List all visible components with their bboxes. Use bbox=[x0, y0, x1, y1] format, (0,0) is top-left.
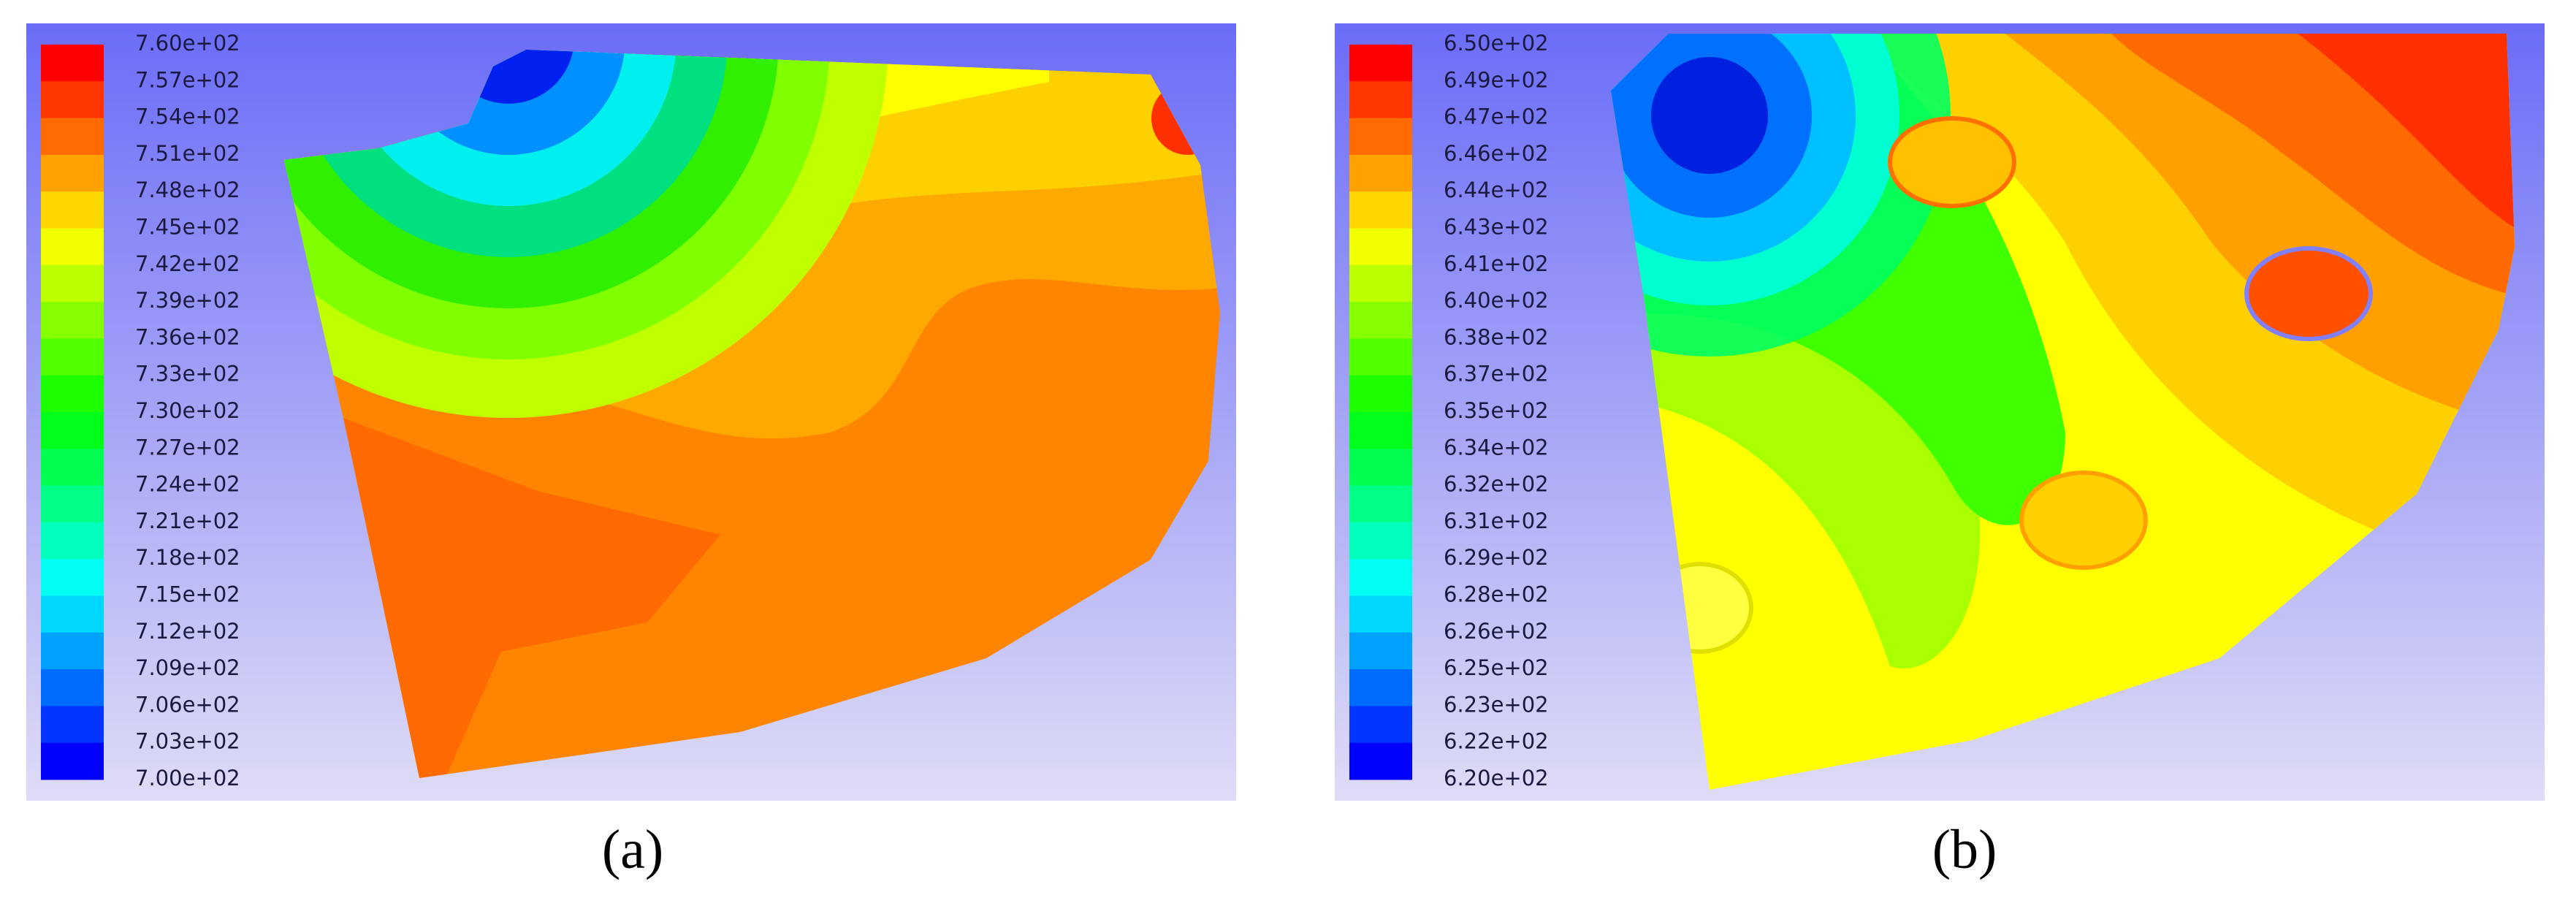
colorbar-label: 6.47e+02 bbox=[1444, 104, 1549, 129]
caption: (b) bbox=[1932, 819, 1997, 880]
colorbar-swatch bbox=[41, 154, 104, 192]
colorbar-label: 7.33e+02 bbox=[135, 362, 240, 386]
colorbar-label: 6.22e+02 bbox=[1444, 729, 1549, 754]
colorbar-swatch bbox=[41, 559, 104, 596]
colorbar-label: 7.42e+02 bbox=[135, 251, 240, 276]
colorbar-swatch bbox=[41, 375, 104, 413]
contour-plot: 7.60e+02 7.57e+02 7.54e+02 7.51e+02 7.48e+02… bbox=[26, 23, 1236, 801]
colorbar-swatch bbox=[41, 522, 104, 560]
colorbar-label: 6.46e+02 bbox=[1444, 141, 1549, 166]
colorbar-label: 7.36e+02 bbox=[135, 324, 240, 349]
colorbar-swatch bbox=[1349, 706, 1412, 744]
colorbar-swatch bbox=[1349, 154, 1412, 192]
colorbar-swatch bbox=[41, 118, 104, 156]
colorbar-label: 7.18e+02 bbox=[135, 545, 240, 570]
colorbar-swatch bbox=[1349, 412, 1412, 449]
colorbar-label: 7.60e+02 bbox=[135, 31, 240, 56]
colorbar-swatch bbox=[1349, 191, 1412, 229]
colorbar-label: 6.38e+02 bbox=[1444, 324, 1549, 349]
colorbar-label: 7.24e+02 bbox=[135, 472, 240, 497]
caption: (a) bbox=[601, 819, 664, 880]
colorbar-swatch bbox=[41, 485, 104, 523]
colorbar-label: 6.31e+02 bbox=[1444, 508, 1549, 533]
colorbar-swatch bbox=[41, 264, 104, 302]
colorbar-label: 6.20e+02 bbox=[1444, 766, 1549, 790]
colorbar-swatch bbox=[41, 595, 104, 633]
colorbar-swatch bbox=[41, 412, 104, 449]
colorbar-swatch bbox=[1349, 338, 1412, 376]
colorbar-label: 6.32e+02 bbox=[1444, 472, 1549, 497]
colorbar-label: 6.49e+02 bbox=[1444, 67, 1549, 92]
colorbar-swatch bbox=[1349, 559, 1412, 596]
colorbar-swatch bbox=[41, 632, 104, 670]
colorbar-swatch bbox=[41, 669, 104, 706]
colorbar-swatch bbox=[1349, 485, 1412, 523]
colorbar: 7.60e+02 7.57e+02 7.54e+02 7.51e+02 7.48e+02… bbox=[41, 31, 240, 790]
colorbar-label: 7.00e+02 bbox=[135, 766, 240, 790]
colorbar-label: 7.57e+02 bbox=[135, 67, 240, 92]
colorbar-swatch bbox=[1349, 302, 1412, 339]
colorbar-label: 6.43e+02 bbox=[1444, 215, 1549, 240]
colorbar-swatch bbox=[1349, 742, 1412, 780]
colorbar-swatch bbox=[41, 228, 104, 266]
colorbar-swatch bbox=[1349, 632, 1412, 670]
colorbar-swatch bbox=[1349, 375, 1412, 413]
colorbar: 6.50e+02 6.49e+02 6.47e+02 6.46e+02 6.44e+02… bbox=[1349, 31, 1549, 790]
colorbar-label: 6.44e+02 bbox=[1444, 178, 1549, 202]
colorbar-label: 7.39e+02 bbox=[135, 288, 240, 313]
colorbar-swatch bbox=[1349, 595, 1412, 633]
colorbar-label: 7.03e+02 bbox=[135, 729, 240, 754]
colorbar-label: 7.30e+02 bbox=[135, 398, 240, 423]
colorbar-label: 6.35e+02 bbox=[1444, 398, 1549, 423]
colorbar-label: 7.09e+02 bbox=[135, 655, 240, 680]
contour-field bbox=[1611, 34, 2515, 790]
colorbar-label: 6.50e+02 bbox=[1444, 31, 1549, 56]
colorbar-swatch bbox=[41, 81, 104, 119]
colorbar-swatch bbox=[1349, 228, 1412, 266]
colorbar-swatch bbox=[1349, 45, 1412, 82]
colorbar-label: 7.06e+02 bbox=[135, 692, 240, 717]
colorbar-label: 6.23e+02 bbox=[1444, 692, 1549, 717]
panel-a: 7.60e+02 7.57e+02 7.54e+02 7.51e+02 7.48e+02… bbox=[26, 23, 1236, 801]
colorbar-swatch bbox=[1349, 669, 1412, 706]
colorbar-label: 6.41e+02 bbox=[1444, 251, 1549, 276]
colorbar-label: 7.21e+02 bbox=[135, 508, 240, 533]
colorbar-swatch bbox=[1349, 118, 1412, 156]
colorbar-label: 6.25e+02 bbox=[1444, 655, 1549, 680]
colorbar-label: 6.26e+02 bbox=[1444, 619, 1549, 644]
colorbar-label: 6.29e+02 bbox=[1444, 545, 1549, 570]
colorbar-label: 6.34e+02 bbox=[1444, 435, 1549, 460]
colorbar-swatch bbox=[41, 742, 104, 780]
panel-b: 6.50e+02 6.49e+02 6.47e+02 6.46e+02 6.44e+02… bbox=[1335, 23, 2545, 801]
colorbar-label: 6.40e+02 bbox=[1444, 288, 1549, 313]
colorbar-label: 7.54e+02 bbox=[135, 104, 240, 129]
colorbar-swatch bbox=[41, 191, 104, 229]
colorbar-label: 6.37e+02 bbox=[1444, 362, 1549, 386]
colorbar-label: 7.15e+02 bbox=[135, 582, 240, 607]
colorbar-label: 7.48e+02 bbox=[135, 178, 240, 202]
colorbar-swatch bbox=[1349, 522, 1412, 560]
colorbar-label: 7.27e+02 bbox=[135, 435, 240, 460]
colorbar-label: 7.12e+02 bbox=[135, 619, 240, 644]
colorbar-swatch bbox=[41, 302, 104, 339]
colorbar-label: 6.28e+02 bbox=[1444, 582, 1549, 607]
contour-plot: 6.50e+02 6.49e+02 6.47e+02 6.46e+02 6.44e+02… bbox=[1335, 23, 2545, 801]
colorbar-label: 7.45e+02 bbox=[135, 215, 240, 240]
colorbar-label: 7.51e+02 bbox=[135, 141, 240, 166]
colorbar-swatch bbox=[1349, 449, 1412, 487]
colorbar-swatch bbox=[41, 45, 104, 82]
colorbar-swatch bbox=[1349, 264, 1412, 302]
colorbar-swatch bbox=[41, 338, 104, 376]
colorbar-swatch bbox=[41, 706, 104, 744]
colorbar-swatch bbox=[41, 449, 104, 487]
colorbar-swatch bbox=[1349, 81, 1412, 119]
